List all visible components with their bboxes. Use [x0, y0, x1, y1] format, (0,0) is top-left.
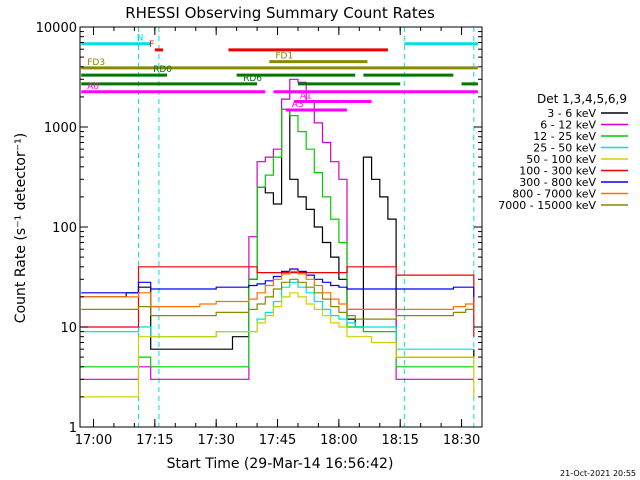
- legend-label-7000-15000-kev: 7000 - 15000 keV: [498, 199, 596, 212]
- state-bar-label-rd6: RD6: [243, 74, 262, 84]
- legend-label-12-25-kev: 12 - 25 keV: [533, 130, 596, 143]
- x-tick-label-1: 17:15: [136, 433, 173, 448]
- x-tick-label-5: 18:15: [381, 433, 418, 448]
- series-line-800-7000-kev: [81, 270, 474, 310]
- legend-label-6-12-kev: 6 - 12 keV: [540, 119, 596, 132]
- state-bar-label-a1: A1: [300, 91, 312, 101]
- data-layer: [81, 27, 475, 427]
- series-line-3-6-kev: [81, 108, 475, 358]
- y-tick-label-2: 100: [52, 221, 77, 236]
- state-bar-label-fd3: FD3: [87, 58, 105, 68]
- x-tick-label-0: 17:00: [75, 433, 112, 448]
- series-line-12-25-kev: [81, 108, 474, 368]
- series-line-6-12-kev: [81, 78, 474, 380]
- x-tick-label-2: 17:30: [197, 433, 234, 448]
- legend-label-800-7000-kev: 800 - 7000 keV: [512, 188, 596, 201]
- y-tick-label-4: 10000: [36, 21, 77, 36]
- footer-timestamp: 21-Oct-2021 20:55: [560, 469, 636, 478]
- legend-label-300-800-kev: 300 - 800 keV: [519, 176, 596, 189]
- y-tick-label-1: 10: [60, 321, 77, 336]
- state-bar-label-fd1: FD1: [275, 52, 293, 62]
- y-axis-label: Count Rate (s⁻¹ detector⁻¹): [13, 133, 29, 323]
- state-bar-label-a0: A0: [87, 82, 99, 92]
- state-bar-label-f: F: [149, 40, 154, 50]
- series-line-100-300-kev: [81, 266, 475, 337]
- state-bar-label-rd0: RD0: [153, 65, 172, 75]
- legend-label-3-6-kev: 3 - 6 keV: [547, 107, 596, 120]
- state-bar-label-n: N: [137, 34, 144, 44]
- x-tick-label-6: 18:30: [443, 433, 480, 448]
- series-line-50-100-kev: [81, 292, 475, 398]
- series-line-7000-15000-kev: [81, 278, 474, 320]
- plot-frame: [79, 26, 483, 428]
- x-tick-label-3: 17:45: [259, 433, 296, 448]
- legend-label-100-300-kev: 100 - 300 keV: [519, 165, 596, 178]
- legend-label-25-50-kev: 25 - 50 keV: [533, 142, 596, 155]
- axes: 1 10 100 1000 10000 17:00 17:15 17:30 17:45 18:00…: [36, 21, 483, 448]
- x-tick-label-4: 18:00: [320, 433, 357, 448]
- state-bar-label-a3: A3: [292, 100, 304, 110]
- legend-label-50-100-kev: 50 - 100 keV: [526, 153, 596, 166]
- y-tick-label-3: 1000: [44, 121, 77, 136]
- legend-title: Det 1,3,4,5,6,9: [537, 92, 627, 106]
- x-axis-label: Start Time (29-Mar-14 16:56:42): [167, 456, 394, 472]
- chart-title: RHESSI Observing Summary Count Rates: [125, 4, 435, 22]
- y-tick-label-0: 1: [69, 421, 77, 436]
